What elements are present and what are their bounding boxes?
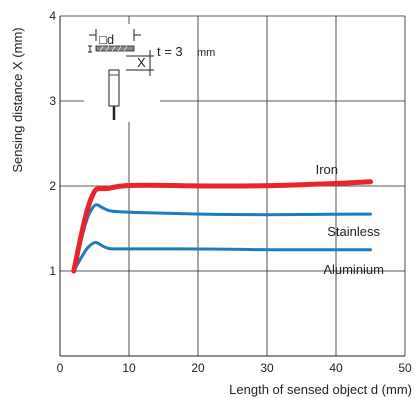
series-lines [71,179,373,274]
x-tick-label: 0 [57,361,64,375]
y-tick-label: 4 [49,9,56,23]
inset-background [84,24,160,122]
inset-d-label: □d [99,32,114,47]
x-tick-label: 10 [122,361,136,375]
y-tick-label: 1 [49,264,56,278]
series-labels: Iron Stainless Aluminium [316,162,384,277]
tick-labels: 0 10 20 30 40 50 1 2 3 4 [49,9,412,375]
inset-thickness-label: t = 3 [157,44,183,59]
x-tick-label: 30 [260,361,274,375]
x-tick-label: 50 [398,361,412,375]
x-tick-label: 40 [329,361,343,375]
sensor-setup-diagram: □d X t = 3 mm [84,24,215,122]
series-label-aluminium: Aluminium [323,262,384,277]
series-line-aluminium [72,240,372,273]
x-tick-label: 20 [191,361,205,375]
inset-thickness-unit: mm [197,47,215,59]
inset-x-label: X [137,55,146,70]
series-label-iron: Iron [316,162,338,177]
series-line-iron [71,179,373,274]
y-tick-label: 3 [49,94,56,108]
series-label-stainless: Stainless [327,224,380,239]
y-axis-label: Sensing distance X (mm) [10,27,25,172]
y-tick-label: 2 [49,179,56,193]
axes [59,16,405,357]
x-axis-label: Length of sensed object d (mm) [229,382,412,397]
